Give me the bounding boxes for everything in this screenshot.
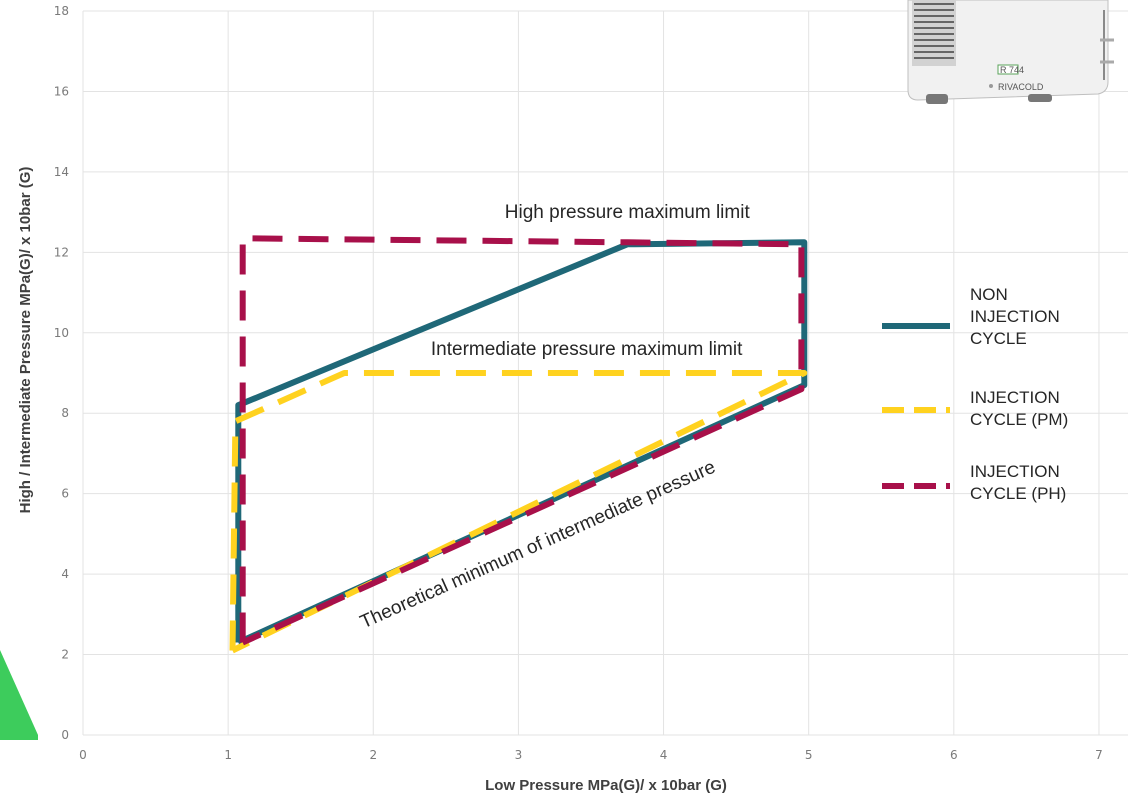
product-label-brand: RIVACOLD <box>998 82 1044 92</box>
x-tick-label: 6 <box>950 748 958 762</box>
x-tick-label: 7 <box>1095 748 1103 762</box>
annotation-1: High pressure maximum limit <box>505 202 751 223</box>
y-axis-title: High / Intermediate Pressure MPa(G)/ x 1… <box>17 167 34 514</box>
x-tick-label: 3 <box>515 748 523 762</box>
y-tick-label: 14 <box>54 165 69 179</box>
x-tick-label: 2 <box>369 748 377 762</box>
annotation-3: Theoretical minimum of intermediate pres… <box>357 457 719 633</box>
legend-label-2: INJECTION CYCLE (PM) <box>970 388 1068 429</box>
x-tick-label: 5 <box>805 748 813 762</box>
series-line-2 <box>229 370 808 654</box>
x-axis-title: Low Pressure MPa(G)/ x 10bar (G) <box>485 777 727 794</box>
annotation-2: Intermediate pressure maximum limit <box>431 339 743 360</box>
product-label-model: R 744 <box>1000 65 1024 75</box>
x-tick-label: 4 <box>660 748 668 762</box>
legend-label-1: NON INJECTION CYCLE <box>970 285 1060 348</box>
green-triangle-decoration <box>0 650 38 740</box>
annotations-group: High pressure maximum limit Intermediate … <box>357 202 750 633</box>
x-tick-label: 1 <box>224 748 232 762</box>
y-tick-label: 2 <box>61 648 69 662</box>
series-group <box>229 235 808 654</box>
legend-label-line: CYCLE <box>970 329 1027 348</box>
y-tick-label: 12 <box>54 245 69 259</box>
y-axis-ticks: 0 2 4 6 8 10 12 14 16 18 <box>54 4 69 742</box>
y-tick-label: 4 <box>61 567 69 581</box>
grid <box>82 10 1128 736</box>
legend-label-line: NON <box>970 285 1008 304</box>
x-axis-ticks: 0 1 2 3 4 5 6 7 <box>79 748 1103 762</box>
series-line-3 <box>239 235 805 646</box>
product-image: R 744 RIVACOLD <box>907 0 1114 104</box>
y-tick-label: 16 <box>54 84 69 98</box>
y-tick-label: 8 <box>61 406 69 420</box>
y-tick-label: 18 <box>54 4 69 18</box>
legend-label-line: CYCLE (PM) <box>970 410 1068 429</box>
legend-label-line: CYCLE (PH) <box>970 484 1066 503</box>
y-tick-label: 0 <box>61 728 69 742</box>
x-tick-label: 0 <box>79 748 87 762</box>
y-tick-label: 10 <box>54 326 69 340</box>
legend-label-line: INJECTION <box>970 462 1060 481</box>
legend-label-line: INJECTION <box>970 307 1060 326</box>
y-tick-label: 6 <box>61 487 69 501</box>
legend-label-line: INJECTION <box>970 388 1060 407</box>
legend-label-3: INJECTION CYCLE (PH) <box>970 462 1066 503</box>
series-line-1 <box>235 239 808 646</box>
